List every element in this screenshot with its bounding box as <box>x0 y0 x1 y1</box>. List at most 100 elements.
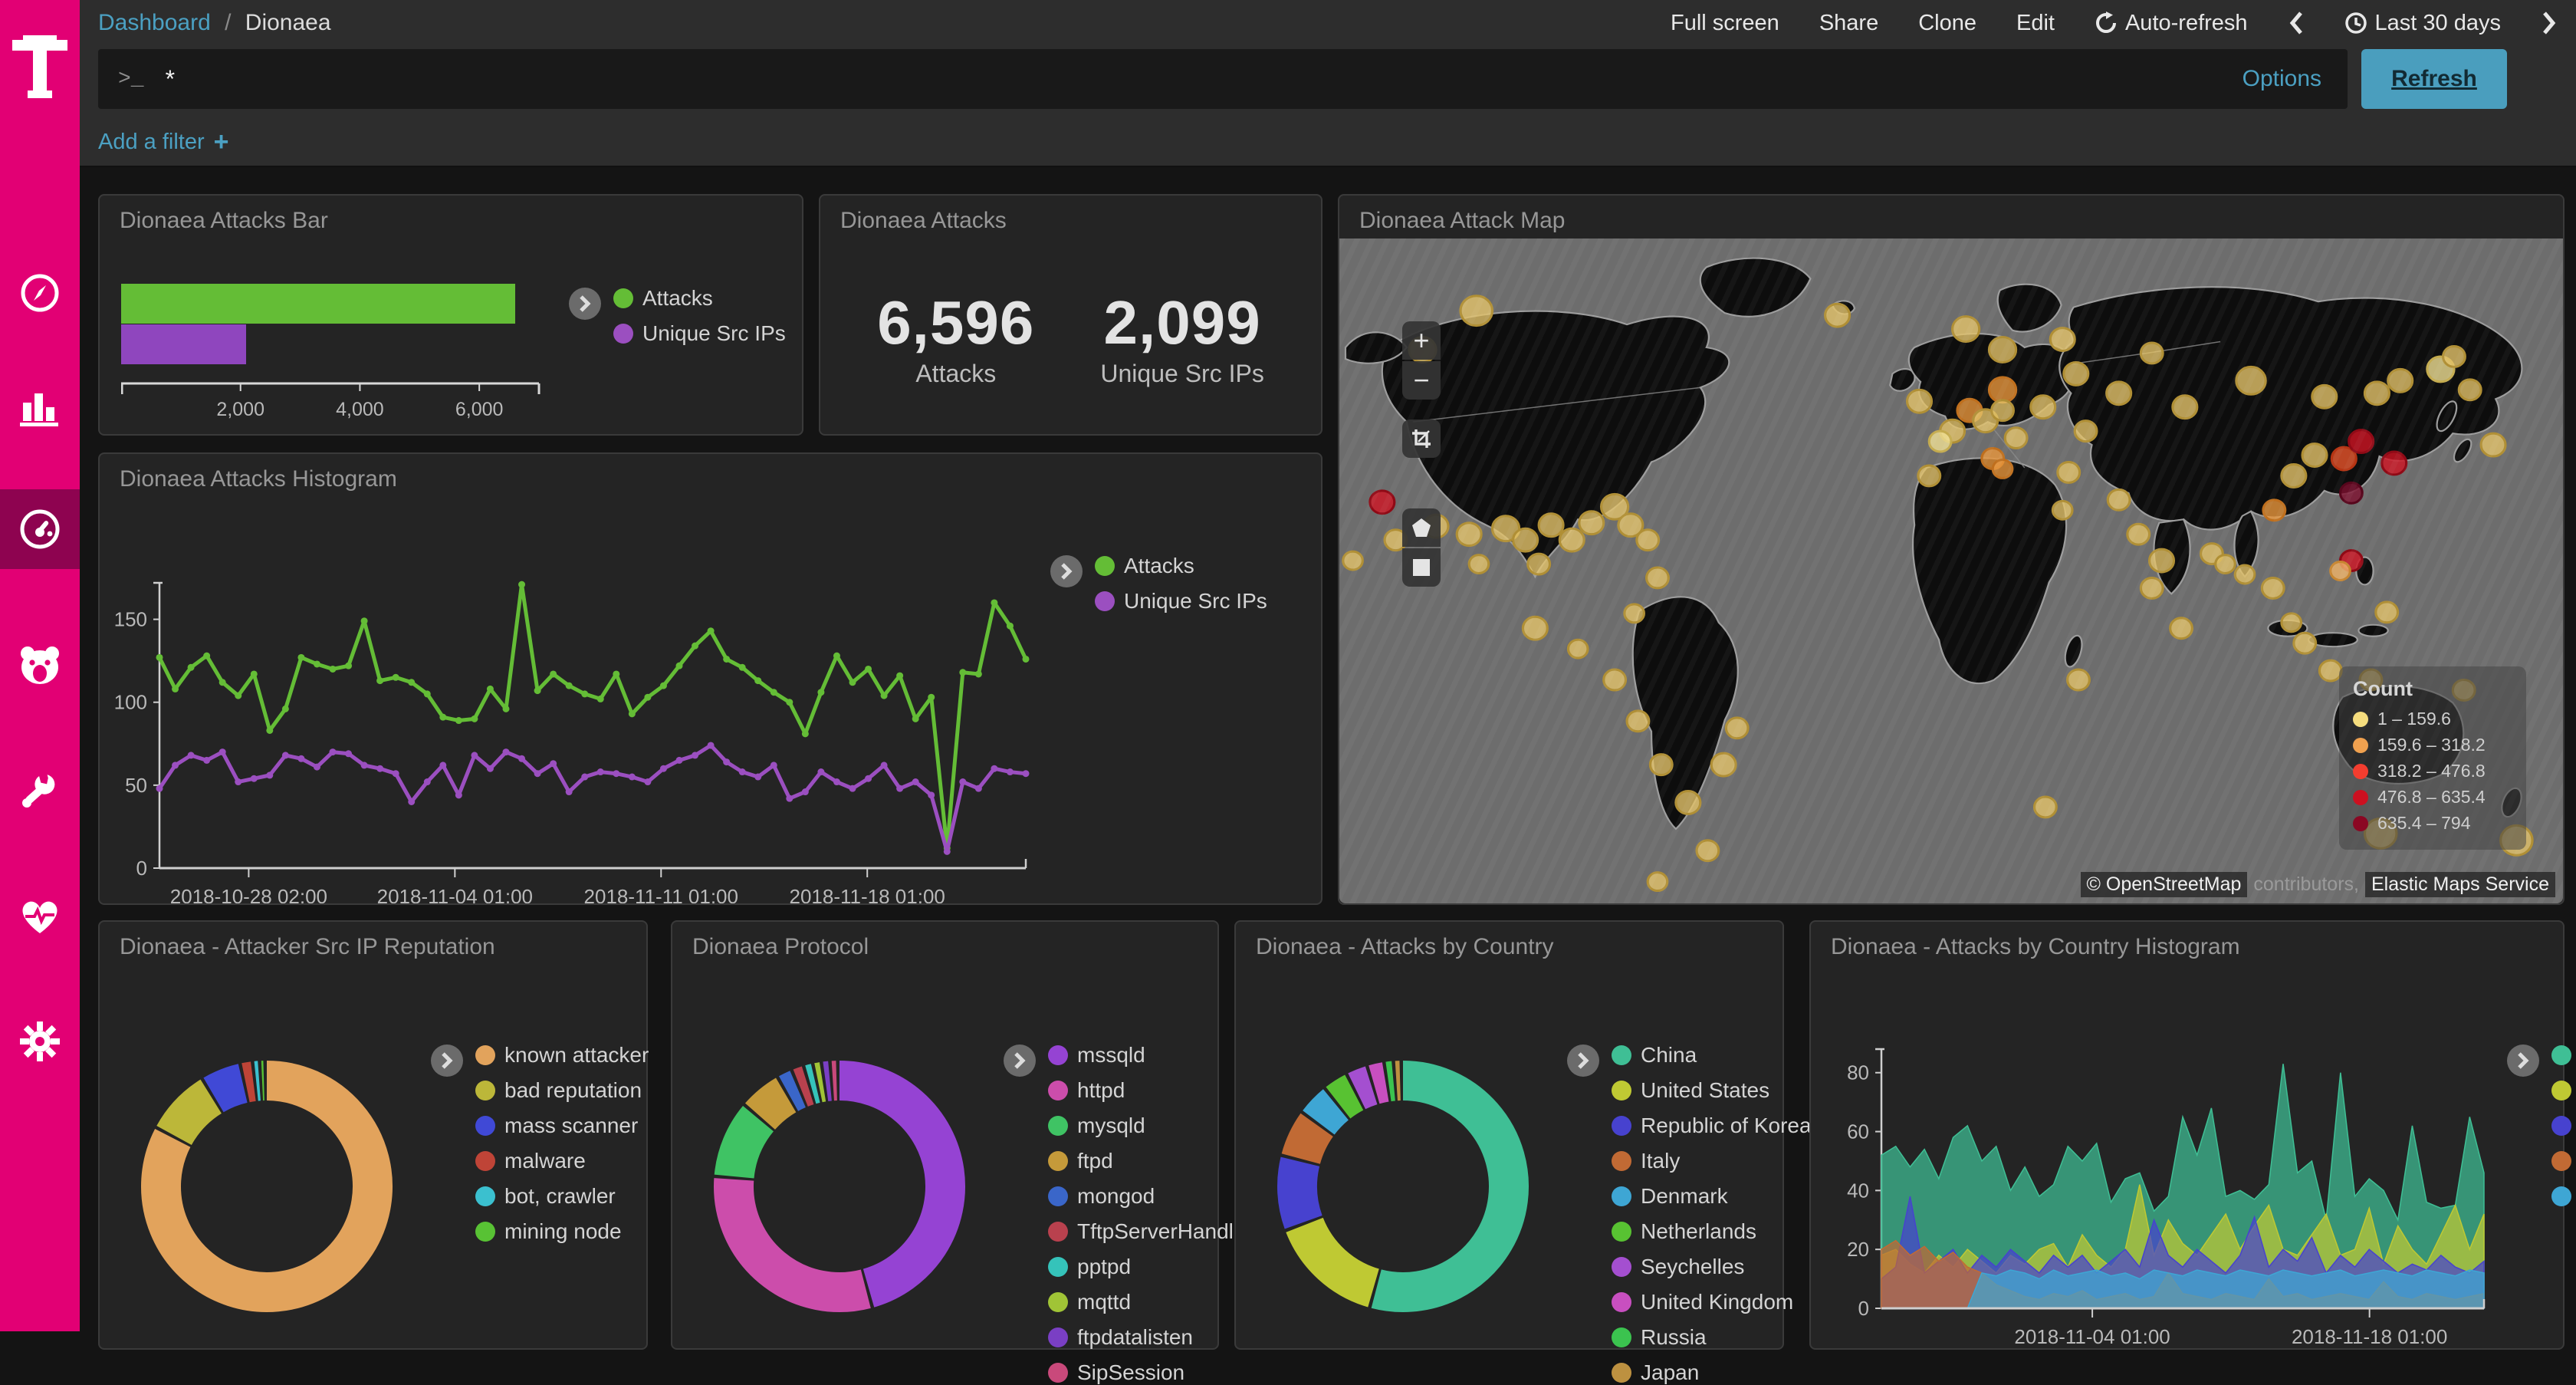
donut-slice-mqttd[interactable] <box>818 1082 823 1083</box>
donut-slice-mssqld[interactable] <box>840 1081 945 1288</box>
sidebar-item-management[interactable] <box>0 1002 80 1081</box>
legend-item-netherlands[interactable]: Netherlands <box>1612 1219 1812 1244</box>
legend-item-united-states[interactable]: United States <box>2551 1078 2576 1103</box>
legend-item-unique-src-ips[interactable]: Unique Src IPs <box>613 321 786 346</box>
time-forward-chevron-icon[interactable] <box>2541 10 2558 36</box>
donut-slice-pptpd[interactable] <box>810 1084 815 1085</box>
bar-unique-src-ips[interactable] <box>121 324 246 364</box>
sidebar-item-visualize[interactable] <box>0 368 80 448</box>
share-button[interactable]: Share <box>1819 11 1878 36</box>
protocol-donut-chart[interactable] <box>703 1048 979 1332</box>
legend-item-seychelles[interactable]: Seychelles <box>1612 1255 1812 1279</box>
refresh-button[interactable]: Refresh <box>2361 49 2507 109</box>
legend-item-republic-of-korea[interactable]: Republic of Korea <box>2551 1114 2576 1138</box>
legend-item-republic-of-korea[interactable]: Republic of Korea <box>1612 1114 1812 1138</box>
openstreetmap-link[interactable]: © OpenStreetMap <box>2081 872 2248 897</box>
time-picker[interactable]: Last 30 days <box>2344 11 2501 36</box>
legend-item-attacks[interactable]: Attacks <box>613 286 786 311</box>
legend-item-mssqld[interactable]: mssqld <box>1048 1043 1253 1068</box>
legend-item-china[interactable]: China <box>1612 1043 1812 1068</box>
legend-toggle-icon[interactable] <box>431 1045 463 1077</box>
donut-slice-mass-scanner[interactable] <box>214 1084 243 1095</box>
legend-item-denmark[interactable]: Denmark <box>1612 1184 1812 1209</box>
full-screen-button[interactable]: Full screen <box>1671 11 1779 36</box>
donut-slice-mysqld[interactable] <box>734 1119 758 1176</box>
donut-slice-httpd[interactable] <box>734 1179 866 1292</box>
auto-refresh-button[interactable]: Auto-refresh <box>2095 11 2248 36</box>
query-bar[interactable]: >_ * Options <box>98 49 2348 109</box>
sidebar-item-dev-tools[interactable] <box>0 750 80 830</box>
legend-item-bad-reputation[interactable]: bad reputation <box>475 1078 649 1103</box>
add-filter-link[interactable]: Add a filter + <box>98 123 229 161</box>
bar-attacks[interactable] <box>121 284 515 324</box>
telekom-logo[interactable] <box>0 21 80 113</box>
legend-item-known-attacker[interactable]: known attacker <box>475 1043 649 1068</box>
legend-item-mongod[interactable]: mongod <box>1048 1184 1253 1209</box>
panel-attacks-metric: Dionaea Attacks 6,596 Attacks 2,099 Uniq… <box>819 194 1322 436</box>
legend-item-mqttd[interactable]: mqttd <box>1048 1290 1253 1314</box>
elastic-maps-service-link[interactable]: Elastic Maps Service <box>2365 872 2555 897</box>
legend-item-mass-scanner[interactable]: mass scanner <box>475 1114 649 1138</box>
legend-item-pptpd[interactable]: pptpd <box>1048 1255 1253 1279</box>
map-zoom-in-button[interactable]: + <box>1402 321 1441 360</box>
legend-item-ftpdatalisten[interactable]: ftpdatalisten <box>1048 1325 1253 1350</box>
legend-item-malware[interactable]: malware <box>475 1149 649 1173</box>
donut-slice-tftpserverhandler[interactable] <box>800 1085 807 1087</box>
reputation-donut-chart[interactable] <box>130 1048 406 1332</box>
donut-slice-seychelles[interactable] <box>1357 1085 1372 1091</box>
map-fit-bounds-button[interactable] <box>1402 419 1441 458</box>
time-back-chevron-icon[interactable] <box>2288 10 2305 36</box>
donut-slice-ftpdatalisten[interactable] <box>826 1081 830 1082</box>
legend-item-mining-node[interactable]: mining node <box>475 1219 649 1244</box>
sidebar-item-monitoring[interactable] <box>0 876 80 956</box>
donut-slice-russia[interactable] <box>1388 1081 1394 1082</box>
legend-item-united-kingdom[interactable]: United Kingdom <box>1612 1290 1812 1314</box>
legend-item-sipsession[interactable]: SipSession <box>1048 1360 1253 1385</box>
legend-toggle-icon[interactable] <box>1050 555 1083 587</box>
legend-toggle-icon[interactable] <box>1004 1045 1036 1077</box>
legend-toggle-icon[interactable] <box>1567 1045 1599 1077</box>
legend-item-attacks[interactable]: Attacks <box>1095 554 1267 578</box>
query-options-link[interactable]: Options <box>2242 66 2321 92</box>
legend-item-italy[interactable]: Italy <box>2551 1149 2576 1173</box>
donut-slice-republic-of-korea[interactable] <box>1297 1162 1303 1222</box>
legend-item-ftpd[interactable]: ftpd <box>1048 1149 1253 1173</box>
donut-slice-united-kingdom[interactable] <box>1374 1082 1385 1084</box>
donut-slice-bad-reputation[interactable] <box>174 1097 211 1136</box>
donut-slice-united-states[interactable] <box>1305 1225 1374 1288</box>
sidebar-item-discover[interactable] <box>0 253 80 333</box>
clone-button[interactable]: Clone <box>1918 11 1976 36</box>
legend-item-bot-crawler[interactable]: bot, crawler <box>475 1184 649 1209</box>
donut-slice-mongod[interactable] <box>789 1089 798 1094</box>
query-input[interactable]: * <box>166 65 2242 94</box>
edit-button[interactable]: Edit <box>2016 11 2055 36</box>
legend-item-tftpserverhandler[interactable]: TftpServerHandler <box>1048 1219 1253 1244</box>
sidebar-item-dashboard[interactable] <box>0 489 80 569</box>
legend-item-italy[interactable]: Italy <box>1612 1149 1812 1173</box>
legend-item-china[interactable]: China <box>2551 1043 2576 1068</box>
legend-item-unique-src-ips[interactable]: Unique Src IPs <box>1095 589 1267 614</box>
legend-item-russia[interactable]: Russia <box>1612 1325 1812 1350</box>
map-draw-rectangle-button[interactable] <box>1402 548 1441 587</box>
legend-item-denmark[interactable]: Denmark <box>2551 1184 2576 1209</box>
legend-item-united-states[interactable]: United States <box>1612 1078 1812 1103</box>
map-zoom-out-button[interactable]: − <box>1402 361 1441 400</box>
legend-item-mysqld[interactable]: mysqld <box>1048 1114 1253 1138</box>
sidebar-item-animal[interactable] <box>0 626 80 706</box>
country-donut-chart[interactable] <box>1267 1048 1543 1332</box>
breadcrumb-dashboard-link[interactable]: Dashboard <box>98 10 211 35</box>
map-draw-polygon-button[interactable] <box>1402 508 1441 547</box>
donut-slice-ftpd[interactable] <box>760 1095 786 1117</box>
legend-item-japan[interactable]: Japan <box>1612 1360 1812 1385</box>
donut-slice-malware[interactable] <box>245 1081 253 1083</box>
donut-slice-netherlands[interactable] <box>1338 1093 1354 1103</box>
legend-toggle-icon[interactable] <box>2507 1045 2539 1077</box>
legend-toggle-icon[interactable] <box>569 288 601 320</box>
donut-slice-china[interactable] <box>1376 1081 1509 1292</box>
legend-item-httpd[interactable]: httpd <box>1048 1078 1253 1103</box>
donut-slice-italy[interactable] <box>1301 1125 1317 1159</box>
donut-slice-denmark[interactable] <box>1319 1104 1336 1122</box>
